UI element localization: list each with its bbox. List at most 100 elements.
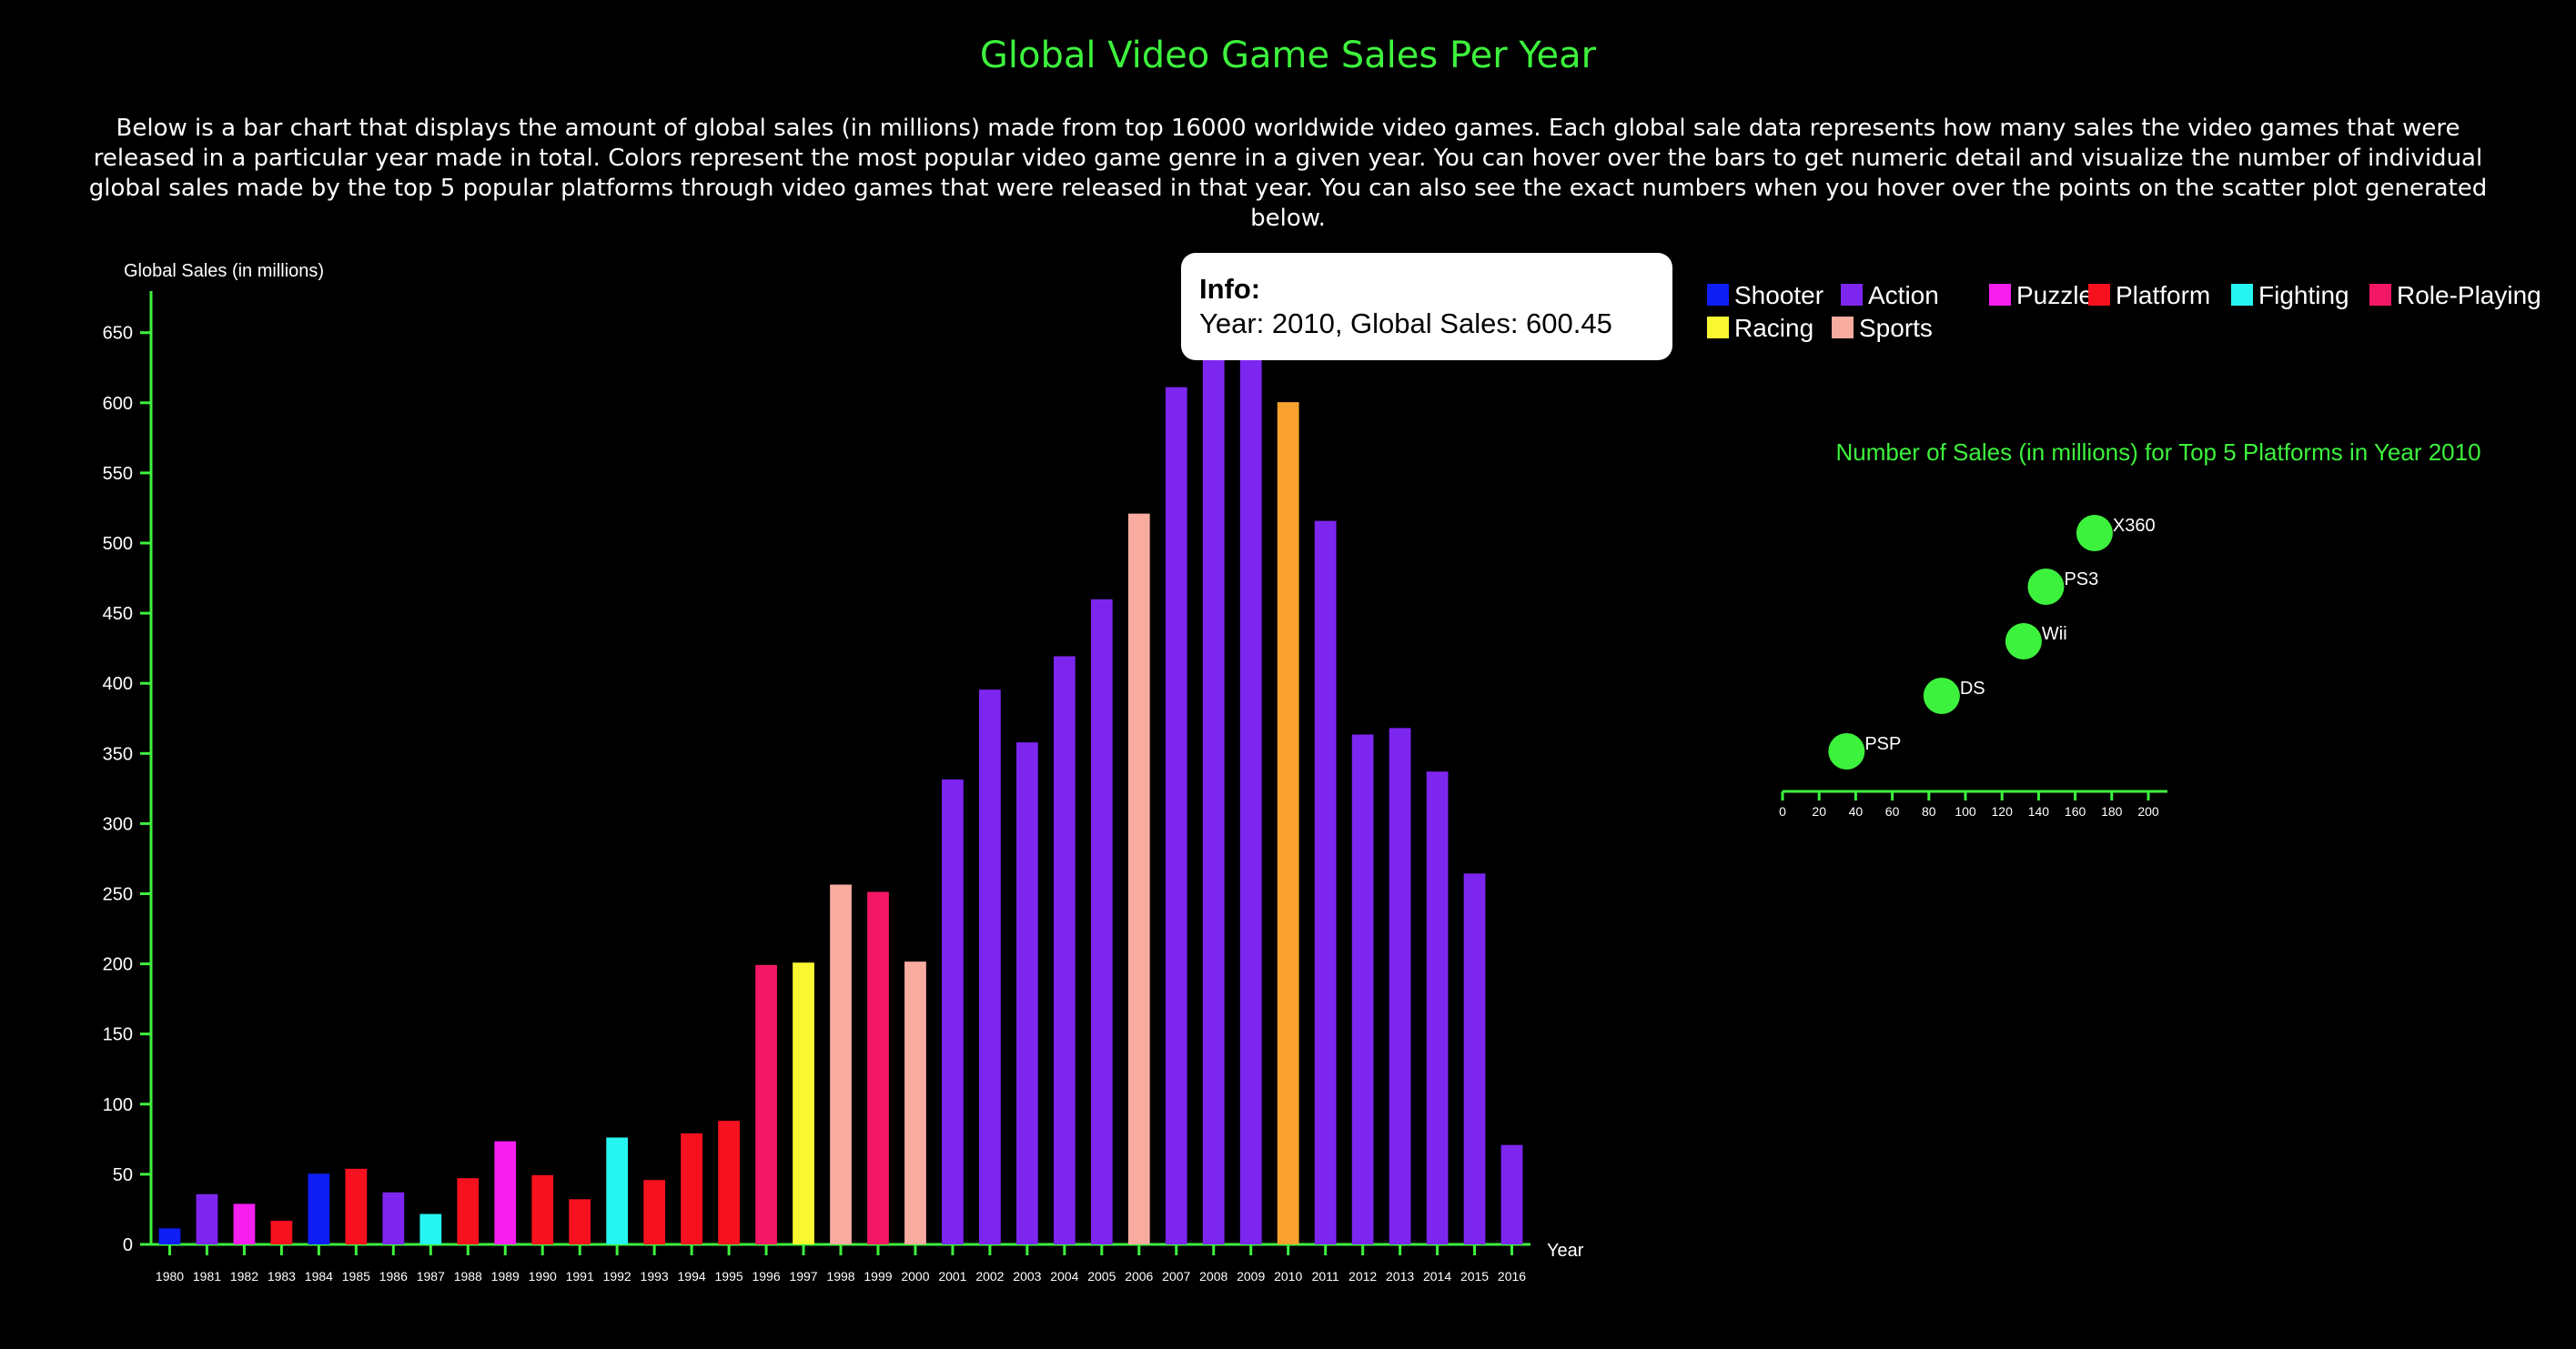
bar-1981[interactable]: [196, 1193, 218, 1244]
scatter-point-x360[interactable]: [2076, 515, 2113, 551]
chart-description: Below is a bar chart that displays the a…: [88, 115, 2488, 232]
scatter-point-label: PSP: [1864, 734, 1901, 754]
bar-1985[interactable]: [345, 1168, 368, 1244]
y-tick-label: 400: [103, 674, 133, 694]
x-tick-label: 1992: [603, 1269, 631, 1284]
y-tick-label: 500: [103, 534, 133, 554]
x-tick-label: 1980: [156, 1269, 184, 1284]
bar-1994[interactable]: [681, 1133, 702, 1244]
bar-1990[interactable]: [531, 1174, 554, 1244]
bar-1991[interactable]: [569, 1199, 591, 1244]
x-tick-label: 1981: [193, 1269, 221, 1284]
y-tick-label: 50: [113, 1165, 133, 1185]
x-tick-label: 1996: [752, 1269, 780, 1284]
x-tick-label: 1990: [529, 1269, 557, 1284]
scatter-point-wii[interactable]: [2005, 623, 2042, 659]
legend-label: Fighting: [2258, 281, 2349, 309]
scatter-point-label: Wii: [2042, 624, 2067, 644]
bar-2000[interactable]: [904, 961, 926, 1244]
y-tick-label: 100: [103, 1095, 133, 1115]
bar-2016[interactable]: [1500, 1144, 1523, 1244]
bar-1987[interactable]: [419, 1213, 442, 1244]
x-tick-label: 1994: [678, 1269, 706, 1284]
y-tick-label: 0: [123, 1235, 133, 1255]
x-tick-label: 1986: [379, 1269, 408, 1284]
bar-2002[interactable]: [979, 690, 1001, 1244]
x-tick-label: 1989: [491, 1269, 520, 1284]
bar-1993[interactable]: [643, 1180, 666, 1244]
bar-2012[interactable]: [1351, 734, 1374, 1244]
bar-2003[interactable]: [1015, 742, 1038, 1244]
scatter-x-tick-label: 100: [1955, 804, 1976, 819]
legend-swatch-platform: [2088, 284, 2110, 306]
bar-2001[interactable]: [942, 779, 964, 1244]
x-tick-label: 2004: [1050, 1269, 1078, 1284]
bar-2014[interactable]: [1426, 771, 1449, 1244]
x-tick-label: 1983: [268, 1269, 296, 1284]
y-tick-label: 650: [103, 324, 133, 344]
bar-1986[interactable]: [382, 1192, 405, 1244]
bar-2015[interactable]: [1463, 873, 1486, 1244]
legend-label: Shooter: [1734, 281, 1823, 309]
bar-2006[interactable]: [1127, 513, 1150, 1244]
bar-1998[interactable]: [830, 884, 852, 1244]
bar-1980[interactable]: [158, 1228, 181, 1244]
bar-1997[interactable]: [793, 962, 814, 1244]
tooltip-text: Year: 2010, Global Sales: 600.45: [1199, 307, 1612, 339]
y-tick-label: 550: [103, 464, 133, 484]
legend-label: Role-Playing: [2397, 281, 2541, 309]
x-tick-label: 2002: [975, 1269, 1004, 1284]
x-tick-label: 1999: [864, 1269, 892, 1284]
scatter-x-tick-label: 60: [1885, 804, 1900, 819]
bar-1989[interactable]: [494, 1141, 517, 1244]
legend-label: Racing: [1734, 314, 1813, 342]
bar-1992[interactable]: [606, 1137, 629, 1244]
x-tick-label: 2016: [1498, 1269, 1526, 1284]
x-tick-label: 1991: [566, 1269, 594, 1284]
bar-1995[interactable]: [718, 1121, 740, 1244]
scatter-x-tick-label: 140: [2028, 804, 2050, 819]
bar-2010[interactable]: [1277, 402, 1299, 1245]
bar-1996[interactable]: [755, 964, 777, 1244]
bar-1999[interactable]: [867, 891, 889, 1244]
legend-label: Sports: [1859, 314, 1933, 342]
x-tick-label: 2008: [1199, 1269, 1227, 1284]
legend-label: Platform: [2116, 281, 2210, 309]
legend-swatch-fighting: [2231, 284, 2253, 306]
chart-title: Global Video Game Sales Per Year: [979, 35, 1597, 76]
tooltip-heading: Info:: [1199, 273, 1261, 305]
y-tick-label: 200: [103, 955, 133, 975]
bar-2005[interactable]: [1090, 599, 1113, 1244]
y-tick-label: 300: [103, 814, 133, 834]
bar-1983[interactable]: [270, 1221, 293, 1244]
bar-1984[interactable]: [308, 1173, 330, 1244]
scatter-point-psp[interactable]: [1828, 733, 1865, 770]
scatter-point-label: X360: [2113, 516, 2156, 536]
legend-swatch-shooter: [1707, 284, 1729, 306]
scatter-point-ds[interactable]: [1923, 678, 1960, 714]
bar-2007[interactable]: [1165, 387, 1187, 1244]
bar-2009[interactable]: [1239, 308, 1262, 1244]
scatter-x-tick-label: 200: [2137, 804, 2159, 819]
scatter-x-tick-label: 40: [1849, 804, 1864, 819]
x-tick-label: 1988: [454, 1269, 482, 1284]
bar-1988[interactable]: [457, 1178, 480, 1244]
scatter-x-tick-label: 0: [1779, 804, 1786, 819]
legend-swatch-puzzle: [1989, 284, 2011, 306]
x-tick-label: 2014: [1423, 1269, 1451, 1284]
bar-2008[interactable]: [1202, 292, 1225, 1244]
x-tick-label: 2009: [1237, 1269, 1265, 1284]
bar-2011[interactable]: [1314, 520, 1337, 1244]
y-tick-label: 150: [103, 1025, 133, 1045]
scatter-point-ps3[interactable]: [2027, 569, 2065, 605]
bar-2004[interactable]: [1053, 656, 1076, 1244]
x-tick-label: 2010: [1274, 1269, 1302, 1284]
y-tick-label: 450: [103, 604, 133, 624]
scatter-x-tick-label: 20: [1812, 804, 1826, 819]
bar-2013[interactable]: [1389, 728, 1411, 1244]
scatter-x-tick-label: 80: [1922, 804, 1936, 819]
x-tick-label: 2005: [1087, 1269, 1116, 1284]
x-tick-label: 1984: [305, 1269, 333, 1284]
bar-1982[interactable]: [233, 1203, 256, 1244]
